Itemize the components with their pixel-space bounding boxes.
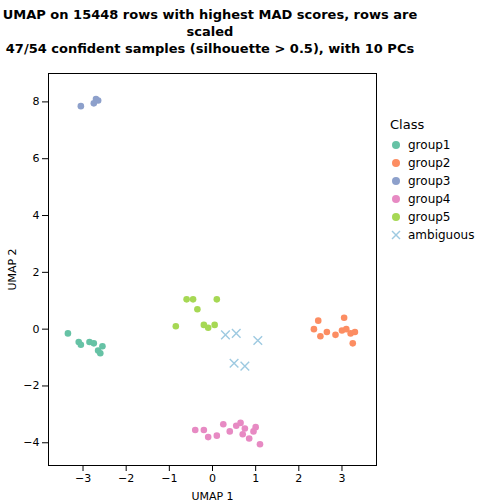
svg-text:8: 8 (33, 95, 40, 108)
svg-text:6: 6 (33, 152, 40, 165)
html-text:group3: group3 (408, 174, 451, 188)
svg-text:0: 0 (33, 323, 40, 336)
svg-text:−2: −2 (118, 472, 134, 485)
svg-text:−4: −4 (23, 436, 39, 449)
html-text:group2: group2 (408, 156, 451, 170)
svg-text:−1: −1 (161, 472, 177, 485)
html-text:ambiguous: ambiguous (408, 228, 475, 242)
svg-text:3: 3 (338, 472, 345, 485)
svg-text:0: 0 (209, 472, 216, 485)
svg-text:−2: −2 (23, 379, 39, 392)
html-text:group4: group4 (408, 192, 451, 206)
svg-text:−3: −3 (75, 472, 91, 485)
html-text:Class: Class (390, 117, 425, 132)
html-text:group1: group1 (408, 138, 451, 152)
svg-text:1: 1 (252, 472, 259, 485)
svg-text:UMAP 1: UMAP 1 (191, 490, 233, 503)
svg-text:2: 2 (295, 472, 302, 485)
svg-text:2: 2 (33, 266, 40, 279)
html-text:UMAP on 15448 rows with highes: UMAP on 15448 rows with highest MAD scor… (2, 7, 418, 56)
html-text:group5: group5 (408, 210, 451, 224)
svg-text:4: 4 (33, 209, 40, 222)
svg-text:UMAP 2: UMAP 2 (6, 248, 19, 290)
